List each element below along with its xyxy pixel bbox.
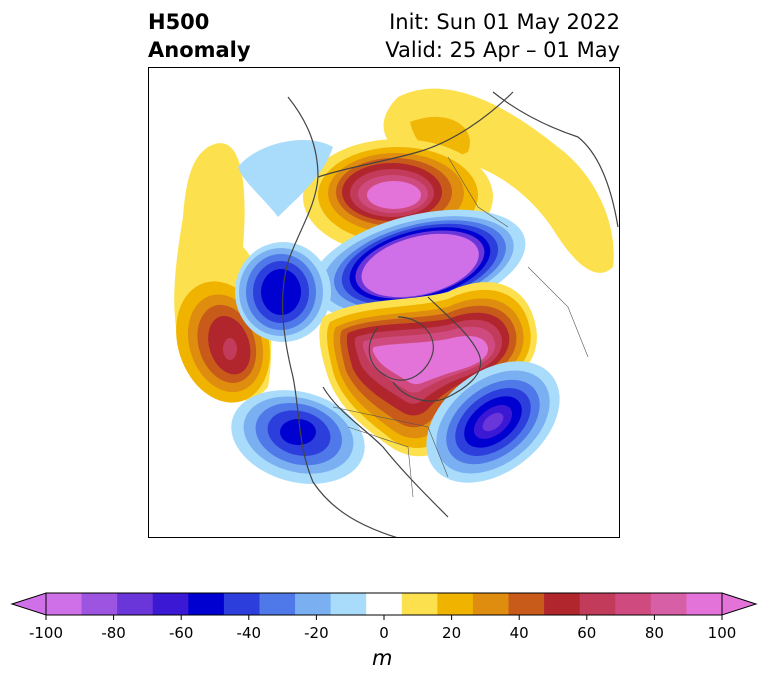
field-type: Anomaly [148, 38, 251, 62]
init-time: Init: Sun 01 May 2022 [389, 10, 620, 34]
colorbar-segment [615, 593, 652, 615]
anomaly-atlantic-negative [426, 361, 560, 483]
colorbar [10, 592, 758, 620]
colorbar-tick-label: -60 [168, 624, 194, 642]
title-right: Init: Sun 01 May 2022 Valid: 25 Apr – 01… [385, 8, 620, 64]
colorbar-segment [330, 593, 367, 615]
colorbar-segment [579, 593, 616, 615]
political-borders [332, 156, 589, 498]
colorbar-segment [401, 593, 438, 615]
anomaly-map [148, 67, 620, 538]
colorbar-tick-label: 40 [509, 624, 529, 642]
colorbar-tick-label: -80 [101, 624, 126, 642]
colorbar-segment [544, 593, 581, 615]
colorbar-segment [223, 593, 260, 615]
colorbar-segment [472, 593, 510, 615]
colorbar-segment [686, 593, 723, 615]
field-name: H500 [148, 10, 210, 34]
colorbar-tick-label: -100 [28, 624, 64, 642]
colorbar-tick-label: 0 [379, 624, 389, 642]
anomaly-alaska-light-negative [238, 139, 333, 217]
colorbar-tick-label: -20 [304, 624, 329, 642]
colorbar-tick-label: 20 [442, 624, 462, 642]
colorbar-tick-label: 100 [707, 624, 737, 642]
colorbar-segment [259, 593, 296, 615]
colorbar-tick-label: 60 [577, 624, 597, 642]
colorbar-segment [188, 593, 225, 615]
colorbar-segment [81, 593, 118, 615]
colorbar-max-extend [721, 592, 758, 616]
colorbar-tick-label: 80 [644, 624, 664, 642]
colorbar-segment [437, 593, 474, 615]
anomaly-western-us-negative [231, 390, 365, 484]
colorbar-segment [650, 593, 687, 615]
colorbar-segment [508, 593, 545, 615]
colorbar-segment [366, 593, 403, 615]
coastlines [281, 91, 619, 538]
valid-range: Valid: 25 Apr – 01 May [385, 38, 620, 62]
colorbar-segment [152, 593, 189, 615]
title-left: H500 Anomaly [148, 8, 251, 64]
colorbar-tick-label: -40 [236, 624, 262, 642]
colorbar-segment [117, 593, 154, 615]
colorbar-units: m [372, 646, 393, 670]
colorbar-min-extend [10, 592, 47, 616]
colorbar-segment [295, 593, 332, 615]
colorbar-segment [46, 593, 83, 615]
